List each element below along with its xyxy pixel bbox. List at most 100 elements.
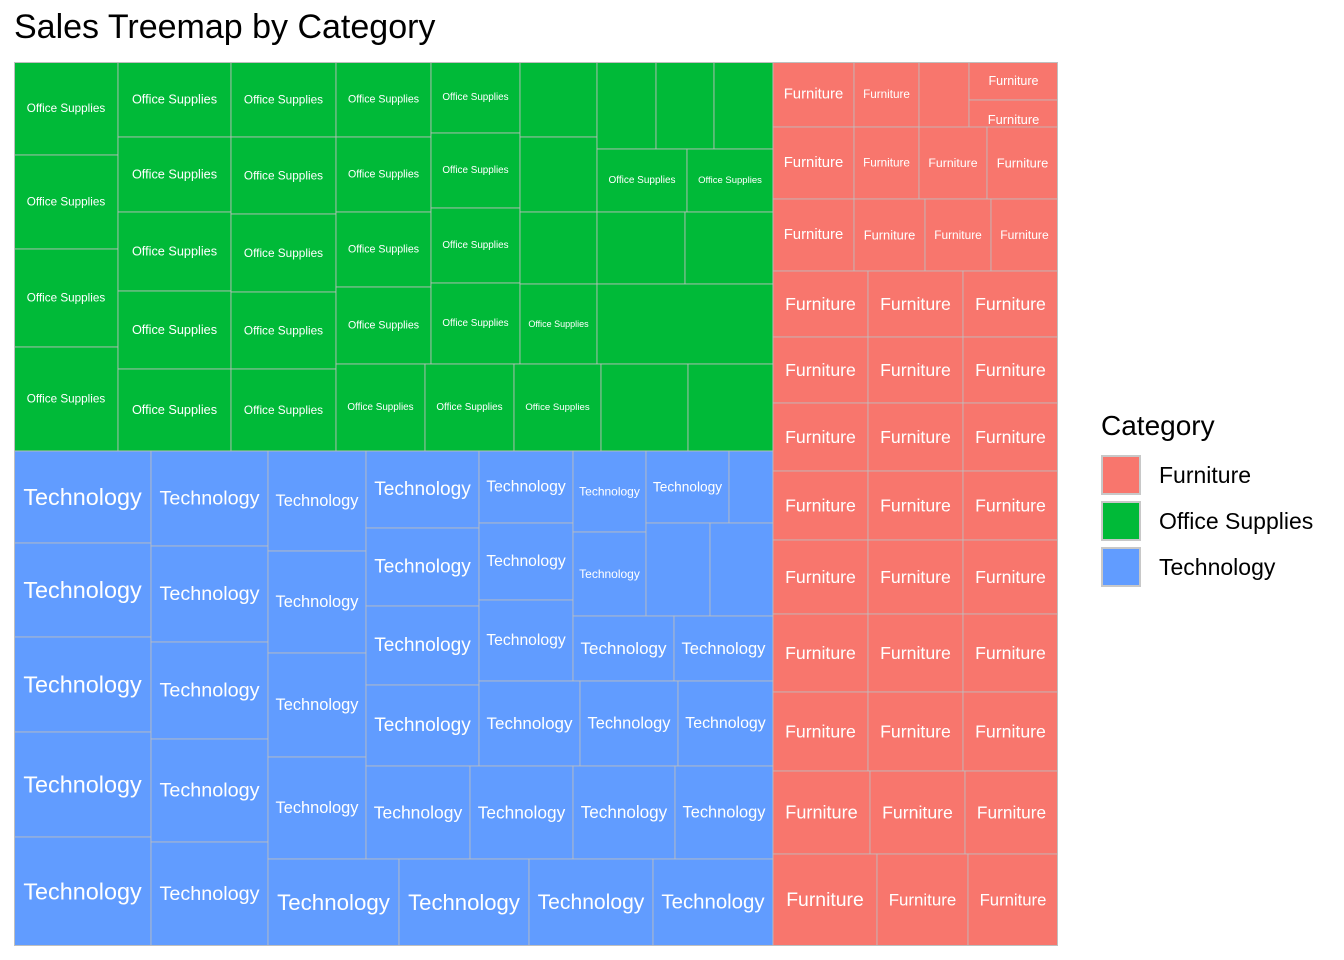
furniture-tile	[772, 62, 855, 128]
technology-tile	[365, 527, 480, 607]
office-supplies-tile	[335, 136, 432, 213]
furniture-tile-label: Furniture	[997, 156, 1049, 171]
office-supplies-tile	[117, 368, 232, 452]
technology-tile-label: Technology	[486, 553, 566, 570]
furniture-tile-label: Furniture	[934, 228, 982, 242]
technology-tile-label: Technology	[579, 567, 640, 581]
office-supplies-tile-label: Office Supplies	[442, 240, 508, 251]
office-supplies-tile-label: Office Supplies	[244, 93, 323, 107]
technology-tile	[645, 450, 730, 524]
furniture-tile	[876, 853, 969, 946]
furniture-tile-label: Furniture	[880, 294, 951, 314]
office-supplies-tile-label: Office Supplies	[27, 102, 106, 115]
office-supplies-tile-label: Office Supplies	[27, 196, 106, 209]
office-supplies-tile	[519, 211, 598, 285]
furniture-tile	[918, 62, 970, 140]
furniture-tile	[772, 402, 869, 472]
furniture-tile	[772, 336, 869, 404]
office-supplies-tile	[519, 62, 598, 138]
technology-tile	[478, 599, 574, 682]
furniture-tile	[968, 62, 1058, 101]
furniture-tile-label: Furniture	[975, 496, 1046, 516]
furniture-tile	[772, 270, 869, 338]
office-supplies-tile	[230, 368, 337, 452]
furniture-tile-label: Furniture	[785, 567, 856, 587]
technology-tile-label: Technology	[23, 577, 142, 603]
technology-tile-label: Technology	[374, 557, 471, 578]
furniture-tile-label: Furniture	[785, 722, 856, 742]
furniture-tile-label: Furniture	[1000, 228, 1049, 242]
furniture-tile-label: Furniture	[975, 643, 1046, 663]
technology-tile-label: Technology	[276, 593, 360, 611]
technology-tile-label: Technology	[276, 492, 360, 510]
furniture-tile-label: Furniture	[988, 112, 1040, 127]
technology-tile	[572, 450, 647, 533]
technology-tile-label: Technology	[374, 635, 471, 656]
furniture-tile-label: Furniture	[863, 88, 910, 101]
technology-tile-label: Technology	[276, 799, 360, 817]
furniture-tile-label: Furniture	[863, 157, 910, 170]
technology-tile-label: Technology	[374, 803, 463, 823]
office-supplies-tile	[596, 211, 686, 285]
office-supplies-tile-label: Office Supplies	[244, 324, 323, 338]
technology-tile	[652, 858, 774, 946]
technology-tile	[150, 738, 269, 843]
furniture-tile	[772, 853, 878, 946]
furniture-tile-label: Furniture	[880, 496, 951, 516]
office-supplies-tile-label: Office Supplies	[27, 292, 106, 305]
technology-tile	[398, 858, 530, 946]
technology-tile	[150, 545, 269, 643]
furniture-tile-label: Furniture	[975, 294, 1046, 314]
furniture-tile	[990, 198, 1058, 272]
office-supplies-tile	[519, 136, 598, 213]
office-supplies-tile	[713, 62, 774, 150]
furniture-tile	[772, 198, 855, 272]
furniture-tile-label: Furniture	[975, 722, 1046, 742]
furniture-tile	[867, 270, 964, 338]
legend-label-technology: Technology	[1159, 553, 1276, 580]
furniture-tile-label: Furniture	[880, 722, 951, 742]
office-supplies-tile	[230, 213, 337, 293]
technology-tile-label: Technology	[374, 479, 471, 500]
furniture-tile-label: Furniture	[980, 891, 1047, 910]
technology-tile	[267, 756, 367, 860]
office-supplies-tile	[519, 283, 598, 365]
technology-tile-label: Technology	[159, 583, 259, 605]
office-supplies-tile-label: Office Supplies	[132, 403, 217, 417]
office-supplies-tile-label: Office Supplies	[347, 402, 413, 413]
office-supplies-tile	[117, 290, 232, 370]
office-supplies-tile-label: Office Supplies	[442, 318, 508, 329]
office-supplies-tile	[686, 148, 774, 213]
technology-tile	[478, 680, 581, 767]
furniture-tile	[867, 539, 964, 615]
office-supplies-tile	[596, 283, 774, 365]
furniture-tile-label: Furniture	[975, 427, 1046, 447]
office-supplies-tile-label: Office Supplies	[244, 403, 323, 417]
office-supplies-tile-label: Office Supplies	[525, 402, 590, 413]
furniture-tile	[772, 470, 869, 541]
legend: Category Furniture Office Supplies Techn…	[1101, 410, 1313, 590]
technology-tile	[14, 636, 152, 733]
technology-tile	[267, 550, 367, 654]
office-supplies-tile	[430, 282, 521, 365]
legend-title: Category	[1101, 410, 1215, 441]
office-supplies-tile-label: Office Supplies	[436, 402, 502, 413]
office-supplies-tile-label: Office Supplies	[132, 323, 217, 337]
furniture-tile	[772, 691, 869, 772]
furniture-tile	[867, 691, 964, 772]
office-supplies-tile-label: Office Supplies	[244, 246, 323, 260]
office-supplies-tile-label: Office Supplies	[442, 165, 508, 176]
technology-tile-label: Technology	[159, 488, 259, 510]
office-supplies-tile	[117, 211, 232, 292]
treemap-plot: Office Supplies Office Supplies Office Sup…	[14, 62, 1058, 946]
technology-tile	[150, 641, 269, 740]
furniture-tile-label: Furniture	[975, 360, 1046, 380]
technology-tile-label: Technology	[486, 632, 566, 649]
furniture-tile-label: Furniture	[975, 567, 1046, 587]
technology-tile	[674, 765, 774, 860]
technology-tile-label: Technology	[538, 891, 645, 914]
office-supplies-tile	[596, 62, 657, 150]
technology-tile	[579, 680, 679, 767]
office-supplies-tile	[596, 148, 688, 213]
furniture-tile	[772, 613, 869, 693]
